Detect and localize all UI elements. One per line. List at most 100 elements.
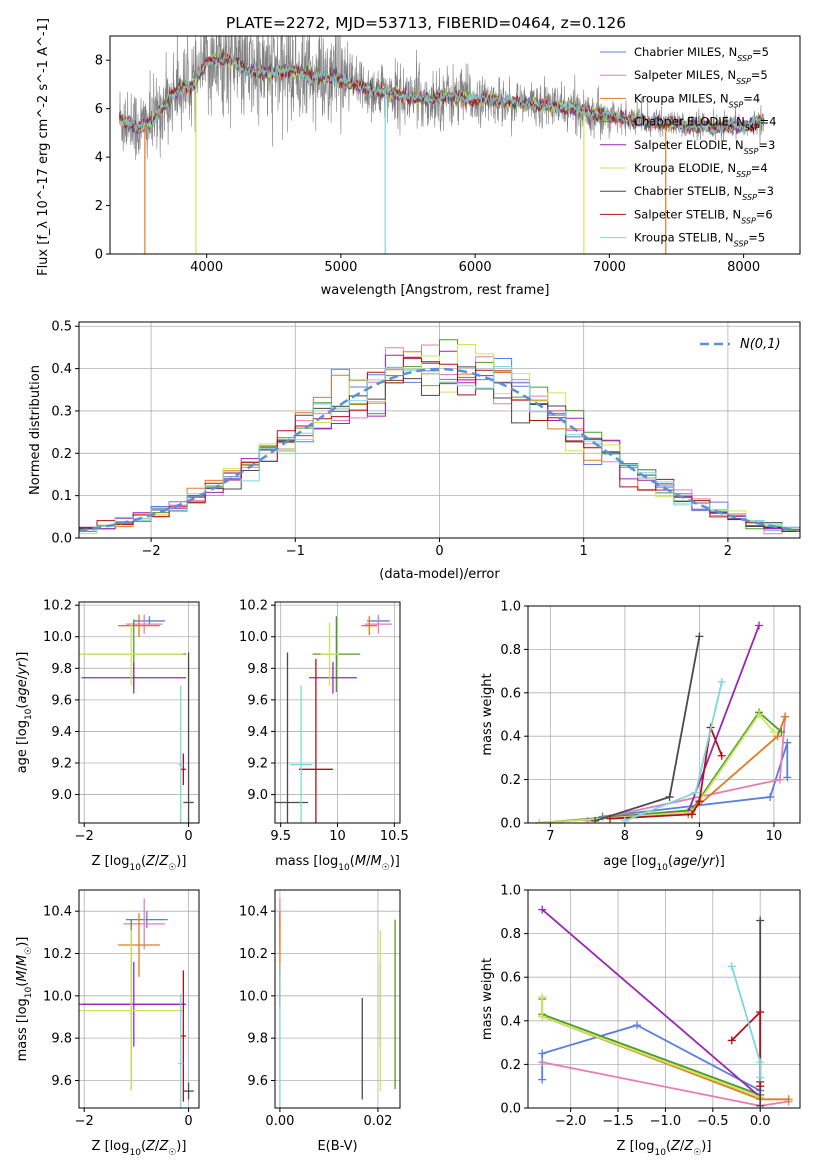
label-part: 10 [24,708,34,720]
x-tick-label: −2 [75,1114,94,1129]
legend-entry: Salpeter STELIB, NSSP=6 [634,207,773,225]
label-part: ☉ [168,1148,176,1158]
x-tick-label: 10.5 [380,829,409,844]
y-tick-label: 0.0 [51,532,72,547]
legend-entry: Salpeter MILES, NSSP=5 [634,68,768,86]
axes-frame [527,889,801,1109]
weight-point-marker [695,797,704,806]
x-tick-label: 1 [580,544,588,559]
y-tick-label: 9.0 [51,788,72,803]
y-tick-label: 10.2 [239,599,268,614]
legend-n: =4 [743,91,760,105]
x-tick-label: 0.00 [265,1114,294,1129]
y-tick-label: 1.0 [500,884,521,899]
gaussian-curve [79,367,800,532]
axes-frame [527,605,801,824]
label-part: )] [15,937,30,947]
legend-sub: SSP [729,100,744,109]
y-tick-label: 0.6 [500,971,521,986]
label-part: ( [15,982,30,987]
legend-entry: Kroupa STELIB, NSSP=5 [634,231,765,249]
x-tick-label: 8 [621,829,629,844]
axes-frame [78,601,200,824]
panel-spectrum: 4000 5000 6000 7000 8000 0 2 4 6 8 wavelength [Ang… [36,18,801,298]
y-tick-label: 9.8 [51,662,72,677]
label-part: ☉ [693,1148,701,1158]
weight-series-line [539,710,782,823]
x-tick-label: 10 [329,829,346,844]
label-part: E(B-V) [317,1139,357,1154]
weight-series-line [730,966,762,1078]
label-part: Z [145,854,156,869]
weight-point-marker [783,738,792,747]
legend-entry: N(0,1) [740,337,781,352]
y-tick-label: 0.2 [51,447,72,462]
panel-mass_vs_EBV: 0.00 0.02 9.6 9.8 10.0 10.2 10.4 E(B-V) [239,889,401,1154]
x-tick-label: 2 [724,544,732,559]
label-part: Z [145,1139,156,1154]
label-part: Z [158,854,169,869]
label-part: )] [715,854,725,869]
label-part: / [366,854,371,869]
label-part: M [15,955,30,966]
plot-area [79,322,800,538]
weight-point-marker [665,792,674,801]
legend-n: =3 [758,138,775,152]
label-part: )] [701,1139,711,1154]
y-tick-label: 10.0 [239,989,268,1004]
axes-frame [274,889,401,1109]
y-tick-label: 0.4 [51,362,72,377]
label-part: / [155,854,160,869]
legend-sub: SSP [734,239,749,248]
label-part: M [370,854,381,869]
y-tick-label: 10.0 [43,630,72,645]
x-axis-label: Z [log10(Z/Z☉)] [617,1139,712,1158]
legend-sub: SSP [736,170,751,179]
y-tick-label: 0.4 [500,730,521,745]
legend-n: =3 [757,184,774,198]
y-tick-label: 0.2 [500,1058,521,1073]
legend-n: =6 [756,207,773,221]
y-tick-label: 9.4 [247,725,268,740]
label-part: Z [683,1139,694,1154]
weight-series-line [594,636,701,822]
figure-title: PLATE=2272, MJD=53713, FIBERID=0464, z=0… [226,14,626,32]
y-axis-label: mass weight [480,673,495,755]
x-axis-label: E(B-V) [317,1139,357,1154]
label-part: age [log [15,720,30,773]
weight-point-marker [756,1058,765,1067]
weight-point-marker [777,727,786,736]
label-part: mass [log [275,854,338,869]
axes-frame [78,321,801,539]
weight-point-marker [727,1036,736,1045]
legend-label: Kroupa MILES, N [634,91,729,105]
x-tick-label: −1.0 [650,1114,682,1129]
weight-point-marker [784,1095,793,1104]
legend-entry: Chabrier MILES, NSSP=5 [634,45,769,63]
label-part: yr [15,660,30,676]
x-tick-label: −2 [75,829,94,844]
weight-point-marker [727,962,736,971]
panel-mass_vs_Z: −2 09.69.810.010.210.4Z [log10(Z/Z☉)]mass… [15,889,200,1158]
weight-point-marker [755,710,764,719]
y-tick-label: 0.0 [500,817,521,832]
weight-point-marker [695,632,704,641]
legend-label: Chabrier ELODIE, N [634,115,745,129]
y-axis-label: Flux [f_λ 10^-17 erg cm^-2 s^-1 A^-1] [36,18,51,276]
weight-point-marker [535,819,544,823]
label-part: Z [158,1139,169,1154]
label-part: mass [log [15,998,30,1061]
y-tick-label: 9.8 [51,1032,72,1047]
y-tick-label: 9.6 [51,1074,72,1089]
label-part: M [15,970,30,981]
y-tick-label: 9.4 [51,725,72,740]
legend-entry: Kroupa ELODIE, NSSP=4 [634,161,768,179]
x-tick-label: 0 [184,1114,192,1129]
label-part: Z [log [92,1139,130,1154]
weight-point-marker [717,677,726,686]
legend-entry: Salpeter ELODIE, NSSP=3 [634,138,775,156]
label-part: ☉ [24,947,34,955]
weight-point-marker [766,792,775,801]
